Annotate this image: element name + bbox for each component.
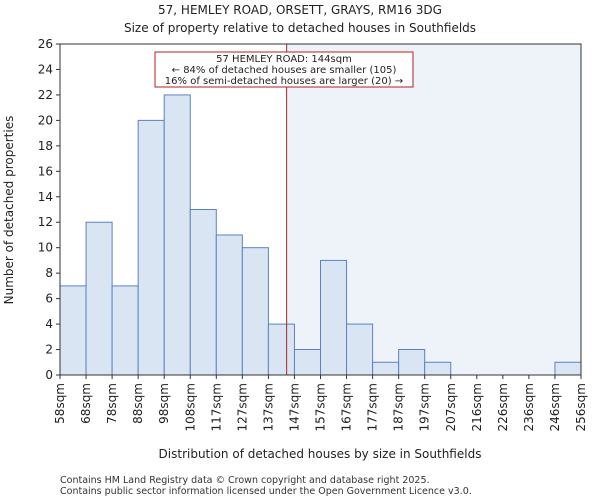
y-tick-label: 2 [45, 343, 53, 357]
x-tick-label: 117sqm [209, 383, 223, 431]
x-tick-label: 207sqm [444, 383, 458, 431]
chart-title: 57, HEMLEY ROAD, ORSETT, GRAYS, RM16 3DG [158, 3, 442, 17]
bar-147sqm [293, 349, 322, 376]
bar-108sqm [189, 209, 217, 376]
chart-subtitle: Size of property relative to detached ho… [124, 21, 476, 35]
x-tick-label: 108sqm [183, 383, 197, 431]
x-axis-label: Distribution of detached houses by size … [159, 447, 482, 461]
x-tick-label: 256sqm [574, 383, 588, 431]
bar-88sqm [137, 119, 165, 376]
x-tick-label: 78sqm [105, 383, 119, 424]
bar-157sqm [320, 259, 348, 376]
y-tick-label: 12 [38, 215, 53, 229]
bar-58sqm [59, 285, 87, 376]
x-tick-label: 147sqm [287, 383, 301, 431]
bar-197sqm [424, 361, 452, 376]
x-tick-label: 226sqm [496, 383, 510, 431]
bar-98sqm [163, 94, 191, 376]
x-tick-label: 167sqm [340, 383, 354, 431]
y-tick-label: 22 [38, 88, 53, 102]
x-tick-label: 137sqm [261, 383, 275, 431]
footer-line-1: Contains HM Land Registry data © Crown c… [60, 475, 430, 486]
bar-117sqm [215, 234, 243, 376]
x-tick-label: 68sqm [79, 383, 93, 424]
y-tick-label: 26 [38, 37, 53, 51]
bar-78sqm [111, 285, 139, 376]
footer-line-2: Contains public sector information licen… [60, 486, 472, 497]
bar-246sqm [554, 361, 582, 376]
x-tick-label: 246sqm [548, 383, 562, 431]
x-tick-label: 98sqm [157, 383, 171, 424]
y-tick-label: 8 [45, 266, 53, 280]
y-tick-label: 4 [45, 317, 53, 331]
x-tick-label: 127sqm [235, 383, 249, 431]
x-tick-label: 58sqm [53, 383, 67, 424]
x-tick-label: 197sqm [418, 383, 432, 431]
x-tick-label: 187sqm [392, 383, 406, 431]
bar-137sqm [267, 323, 295, 376]
x-tick-label: 88sqm [131, 383, 145, 424]
y-axis-label: Number of detached properties [2, 116, 16, 305]
y-tick-label: 14 [38, 190, 53, 204]
y-tick-label: 16 [38, 164, 53, 178]
y-tick-label: 24 [38, 62, 53, 76]
y-tick-label: 10 [38, 241, 53, 255]
annotation-line-1: 57 HEMLEY ROAD: 144sqm [216, 54, 352, 65]
annotation-frame [154, 51, 414, 88]
x-axis: 58sqm 68sqm 78sqm 88sqm 98sqm 108sqm 117sqm 127… [53, 375, 588, 431]
annotation-line-3: 16% of semi-detached houses are larger (… [165, 76, 403, 87]
bar-68sqm [85, 221, 113, 376]
y-tick-label: 6 [45, 292, 53, 306]
bar-177sqm [372, 361, 400, 376]
x-tick-label: 157sqm [314, 383, 328, 431]
bars [59, 94, 582, 376]
bar-127sqm [241, 247, 269, 376]
annotation-line-2: ← 84% of detached houses are smaller (10… [172, 65, 397, 76]
x-tick-label: 236sqm [522, 383, 536, 431]
bar-187sqm [398, 349, 426, 376]
y-tick-label: 20 [38, 113, 53, 127]
y-tick-label: 0 [45, 368, 53, 382]
x-tick-label: 216sqm [470, 383, 484, 431]
y-tick-label: 18 [38, 139, 53, 153]
bar-167sqm [346, 323, 374, 376]
x-tick-label: 177sqm [366, 383, 380, 431]
annotation-box: 57 HEMLEY ROAD: 144sqm ← 84% of detached… [154, 51, 414, 88]
